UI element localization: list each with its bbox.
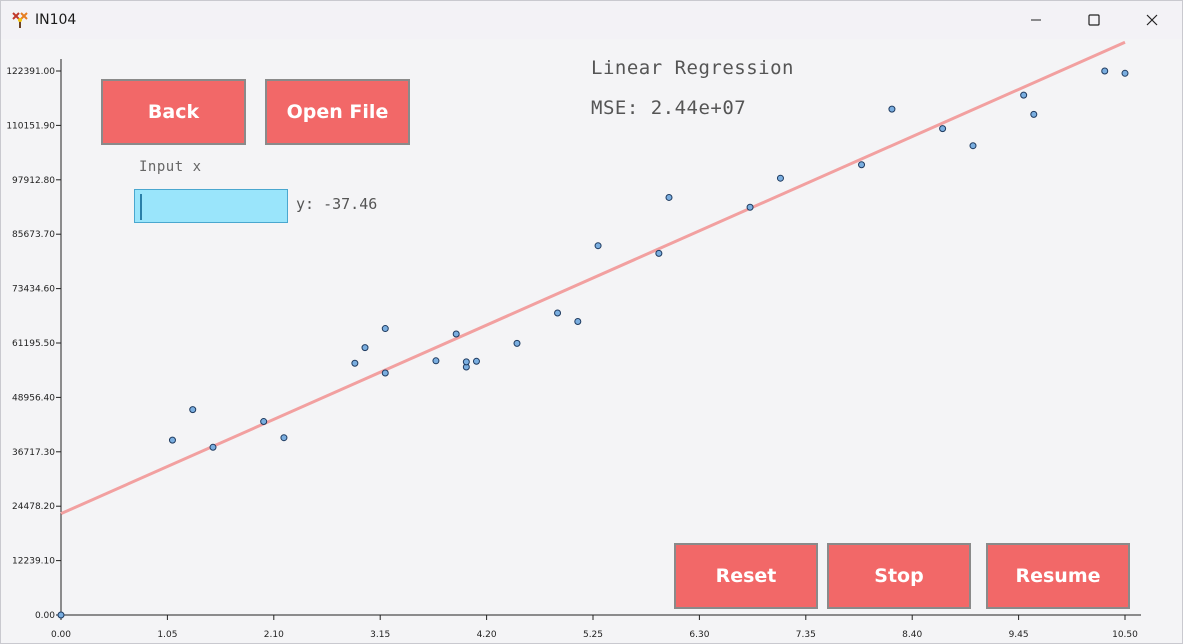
data-point: [381, 325, 389, 333]
mse-readout: MSE: 2.44e+07: [591, 97, 747, 119]
y-tick-label: 36717.30: [12, 448, 55, 458]
input-x-field[interactable]: [134, 189, 288, 223]
x-tick-label: 8.40: [902, 630, 922, 640]
x-tick-label: 3.15: [370, 630, 390, 640]
x-tick-label: 0.00: [51, 630, 71, 640]
data-point: [1030, 110, 1038, 118]
prediction-output: y: -37.46: [296, 195, 378, 213]
title-bar[interactable]: IN104: [1, 1, 1182, 39]
data-point: [361, 344, 369, 352]
open-file-button[interactable]: Open File: [265, 79, 410, 145]
x-tick-label: 1.05: [157, 630, 177, 640]
y-tick-label: 122391.00: [6, 67, 55, 77]
data-point: [655, 249, 663, 257]
data-point: [1121, 69, 1129, 77]
data-point: [189, 406, 197, 414]
close-icon: [1146, 14, 1158, 26]
data-point: [939, 125, 947, 133]
reset-button[interactable]: Reset: [674, 543, 818, 609]
data-point: [1101, 67, 1109, 75]
x-tick-label: 9.45: [1009, 630, 1029, 640]
data-point: [432, 357, 440, 365]
data-point: [665, 193, 673, 201]
y-tick-label: 85673.70: [12, 230, 55, 240]
data-points-layer: [57, 67, 1129, 619]
regression-canvas: 0.00 1.05 2.10 3.15 4.20 5.25 6.30 7.35 8.40 9.45…: [1, 39, 1182, 643]
y-tick-label: 48956.40: [12, 393, 55, 403]
data-point: [168, 436, 176, 444]
stop-button[interactable]: Stop: [827, 543, 971, 609]
data-point: [746, 203, 754, 211]
window-title: IN104: [35, 12, 77, 28]
input-x-label: Input x: [139, 159, 202, 175]
regression-line-layer: [60, 40, 1126, 516]
data-point: [574, 318, 582, 326]
minimize-icon: [1031, 19, 1041, 21]
data-point: [351, 359, 359, 367]
data-point: [888, 105, 896, 113]
maximize-icon: [1088, 14, 1100, 26]
data-point: [57, 611, 65, 619]
back-button[interactable]: Back: [101, 79, 246, 145]
data-point: [554, 309, 562, 317]
regression-line: [60, 40, 1126, 516]
data-point: [472, 357, 480, 365]
app-logo-icon: [12, 12, 28, 28]
y-tick-label: 73434.60: [12, 285, 55, 295]
minimize-button[interactable]: [1007, 1, 1065, 39]
x-tick-label: 2.10: [264, 630, 284, 640]
resume-button[interactable]: Resume: [986, 543, 1130, 609]
data-point: [462, 358, 470, 366]
x-tick-label: 5.25: [583, 630, 603, 640]
data-point: [452, 330, 460, 338]
data-point: [513, 339, 521, 347]
data-point: [776, 174, 784, 182]
data-point: [969, 142, 977, 150]
y-tick-label: 24478.20: [12, 502, 55, 512]
data-point: [594, 242, 602, 250]
y-tick-label: 61195.50: [12, 339, 55, 349]
maximize-button[interactable]: [1065, 1, 1123, 39]
close-button[interactable]: [1123, 1, 1181, 39]
x-tick-label: 6.30: [689, 630, 709, 640]
y-tick-label: 97912.80: [12, 176, 55, 186]
x-tick-label: 4.20: [477, 630, 497, 640]
plot-axes: 0.00 1.05 2.10 3.15 4.20 5.25 6.30 7.35 8.40 9.45…: [6, 59, 1141, 640]
data-point: [858, 161, 866, 169]
scatter-plot: 0.00 1.05 2.10 3.15 4.20 5.25 6.30 7.35 8.40 9.45…: [6, 40, 1141, 640]
x-tick-label: 7.35: [796, 630, 816, 640]
data-point: [209, 443, 217, 451]
model-title: Linear Regression: [591, 57, 794, 79]
x-tick-label: 10.50: [1112, 630, 1138, 640]
y-tick-label: 0.00: [35, 611, 55, 621]
data-point: [260, 418, 268, 426]
y-tick-label: 12239.10: [12, 557, 55, 567]
data-point: [1020, 91, 1028, 99]
y-tick-label: 110151.90: [6, 121, 55, 131]
data-point: [280, 434, 288, 442]
text-caret: [140, 194, 142, 220]
data-point: [381, 369, 389, 377]
